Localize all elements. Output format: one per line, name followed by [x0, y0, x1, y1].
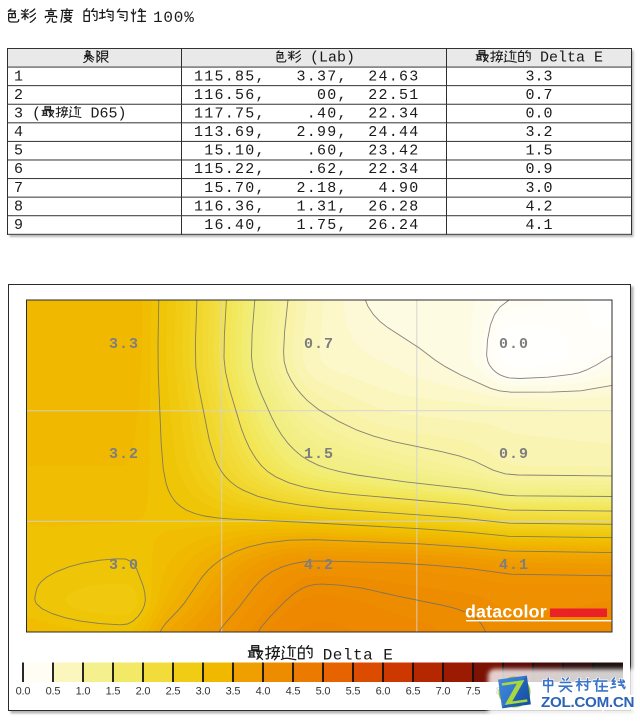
svg-text:ZOL.COM.CN: ZOL.COM.CN [541, 694, 634, 711]
svg-text:ZOL.COM.CN: ZOL.COM.CN [541, 694, 634, 711]
svg-text:2.0: 2.0 [136, 686, 151, 698]
svg-text:4.5: 4.5 [286, 686, 301, 698]
svg-text:3.2: 3.2 [109, 446, 139, 463]
svg-text:1.0: 1.0 [76, 686, 91, 698]
svg-text:0.0: 0.0 [499, 336, 529, 353]
svg-text:6.5: 6.5 [406, 686, 421, 698]
svg-text:6.0: 6.0 [376, 686, 391, 698]
svg-text:3.5: 3.5 [226, 686, 241, 698]
svg-text:0.7: 0.7 [304, 336, 334, 353]
svg-text:0.5: 0.5 [46, 686, 61, 698]
svg-text:datacolor: datacolor [465, 602, 547, 622]
svg-text:0.9: 0.9 [499, 446, 529, 463]
svg-text:3.0: 3.0 [109, 557, 139, 574]
svg-text:4.2: 4.2 [304, 557, 334, 574]
svg-text:3.3: 3.3 [109, 336, 139, 353]
svg-text:2.5: 2.5 [166, 686, 181, 698]
svg-text:4.0: 4.0 [256, 686, 271, 698]
svg-text:3.0: 3.0 [196, 686, 211, 698]
svg-text:1.5: 1.5 [106, 686, 121, 698]
svg-text:0.0: 0.0 [16, 686, 31, 698]
svg-text:1.5: 1.5 [304, 446, 334, 463]
svg-text:7.5: 7.5 [466, 686, 481, 698]
svg-text:4.1: 4.1 [499, 557, 529, 574]
svg-text:5.0: 5.0 [316, 686, 331, 698]
svg-text:5.5: 5.5 [346, 686, 361, 698]
svg-text:7.0: 7.0 [436, 686, 451, 698]
